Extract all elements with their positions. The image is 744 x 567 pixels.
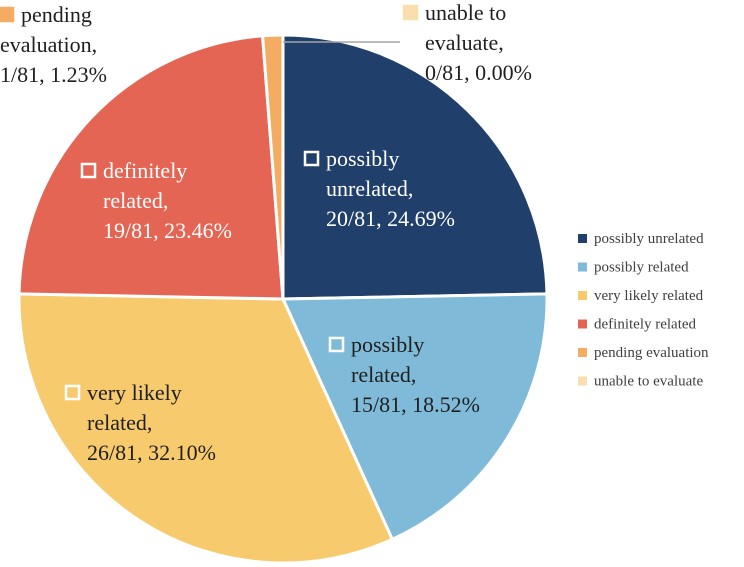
pie-slice-pending-evaluation [261, 33, 285, 301]
slice-label-definitely-related: definitely related, 19/81, 23.46% [80, 158, 232, 243]
pie-slice-very-likely-related [17, 292, 394, 565]
legend-item-possibly-unrelated: possibly unrelated [578, 231, 704, 247]
slice-label-line: 19/81, 23.46% [103, 218, 232, 243]
legend-item-unable-to-evaluate: unable to evaluate [578, 374, 703, 390]
pie-slice-possibly-related [281, 292, 549, 541]
slice-label-line: 15/81, 18.52% [351, 392, 480, 417]
slice-label-line: possibly [326, 146, 399, 171]
label-marker-icon [0, 6, 15, 23]
slice-label-line: evaluate, [425, 30, 504, 55]
slice-label-line: evaluation, [0, 32, 97, 57]
chart-legend: possibly unrelated possibly related very l… [578, 231, 709, 390]
slice-label-unable-to-evaluate: unable to evaluate, 0/81, 0.00% [402, 0, 532, 85]
slice-label-pending-evaluation: pending evaluation, 1/81, 1.23% [0, 2, 107, 87]
slice-label-line: 26/81, 32.10% [87, 440, 216, 465]
legend-label: possibly unrelated [594, 231, 704, 247]
slice-label-line: 0/81, 0.00% [425, 60, 532, 85]
slice-label-line: unrelated, [326, 176, 413, 201]
label-marker-icon [80, 162, 97, 179]
slice-label-line: related, [87, 410, 152, 435]
label-marker-icon [303, 150, 320, 167]
slice-label-line: unable to [425, 0, 506, 25]
slice-label-possibly-related: possibly related, 15/81, 18.52% [328, 332, 480, 417]
legend-label: possibly related [594, 260, 689, 276]
legend-item-definitely-related: definitely related [578, 317, 697, 333]
legend-label: very likely related [594, 288, 704, 304]
slice-label-line: 1/81, 1.23% [0, 62, 107, 87]
slice-labels: possibly unrelated, 20/81, 24.69% possibly r… [0, 0, 532, 465]
legend-item-pending-evaluation: pending evaluation [578, 345, 709, 361]
legend-label: unable to evaluate [594, 374, 703, 390]
legend-swatch [578, 234, 587, 243]
legend-swatch [578, 319, 587, 329]
slice-label-line: related, [351, 362, 416, 387]
legend-swatch [578, 291, 587, 300]
legend-swatch [578, 376, 587, 386]
slice-label-line: related, [103, 188, 168, 213]
slice-label-possibly-unrelated: possibly unrelated, 20/81, 24.69% [303, 146, 455, 231]
label-marker-icon [64, 384, 81, 401]
pie-slices [17, 33, 549, 565]
slice-label-very-likely-related: very likely related, 26/81, 32.10% [64, 380, 216, 465]
legend-swatch [578, 348, 587, 357]
slice-label-line: pending [21, 2, 92, 27]
pie-slice-definitely-related [17, 34, 285, 301]
legend-item-very-likely-related: very likely related [578, 288, 704, 304]
label-marker-icon [402, 4, 419, 21]
label-marker-icon [328, 336, 345, 353]
legend-label: pending evaluation [594, 345, 709, 361]
pie-slice-possibly-unrelated [281, 33, 549, 301]
slice-label-line: 20/81, 24.69% [326, 206, 455, 231]
legend-label: definitely related [594, 317, 697, 333]
legend-item-possibly-related: possibly related [578, 260, 689, 276]
slice-label-line: definitely [103, 158, 187, 183]
slice-label-line: very likely [87, 380, 182, 405]
slice-label-line: possibly [351, 332, 424, 357]
legend-swatch [578, 262, 587, 272]
